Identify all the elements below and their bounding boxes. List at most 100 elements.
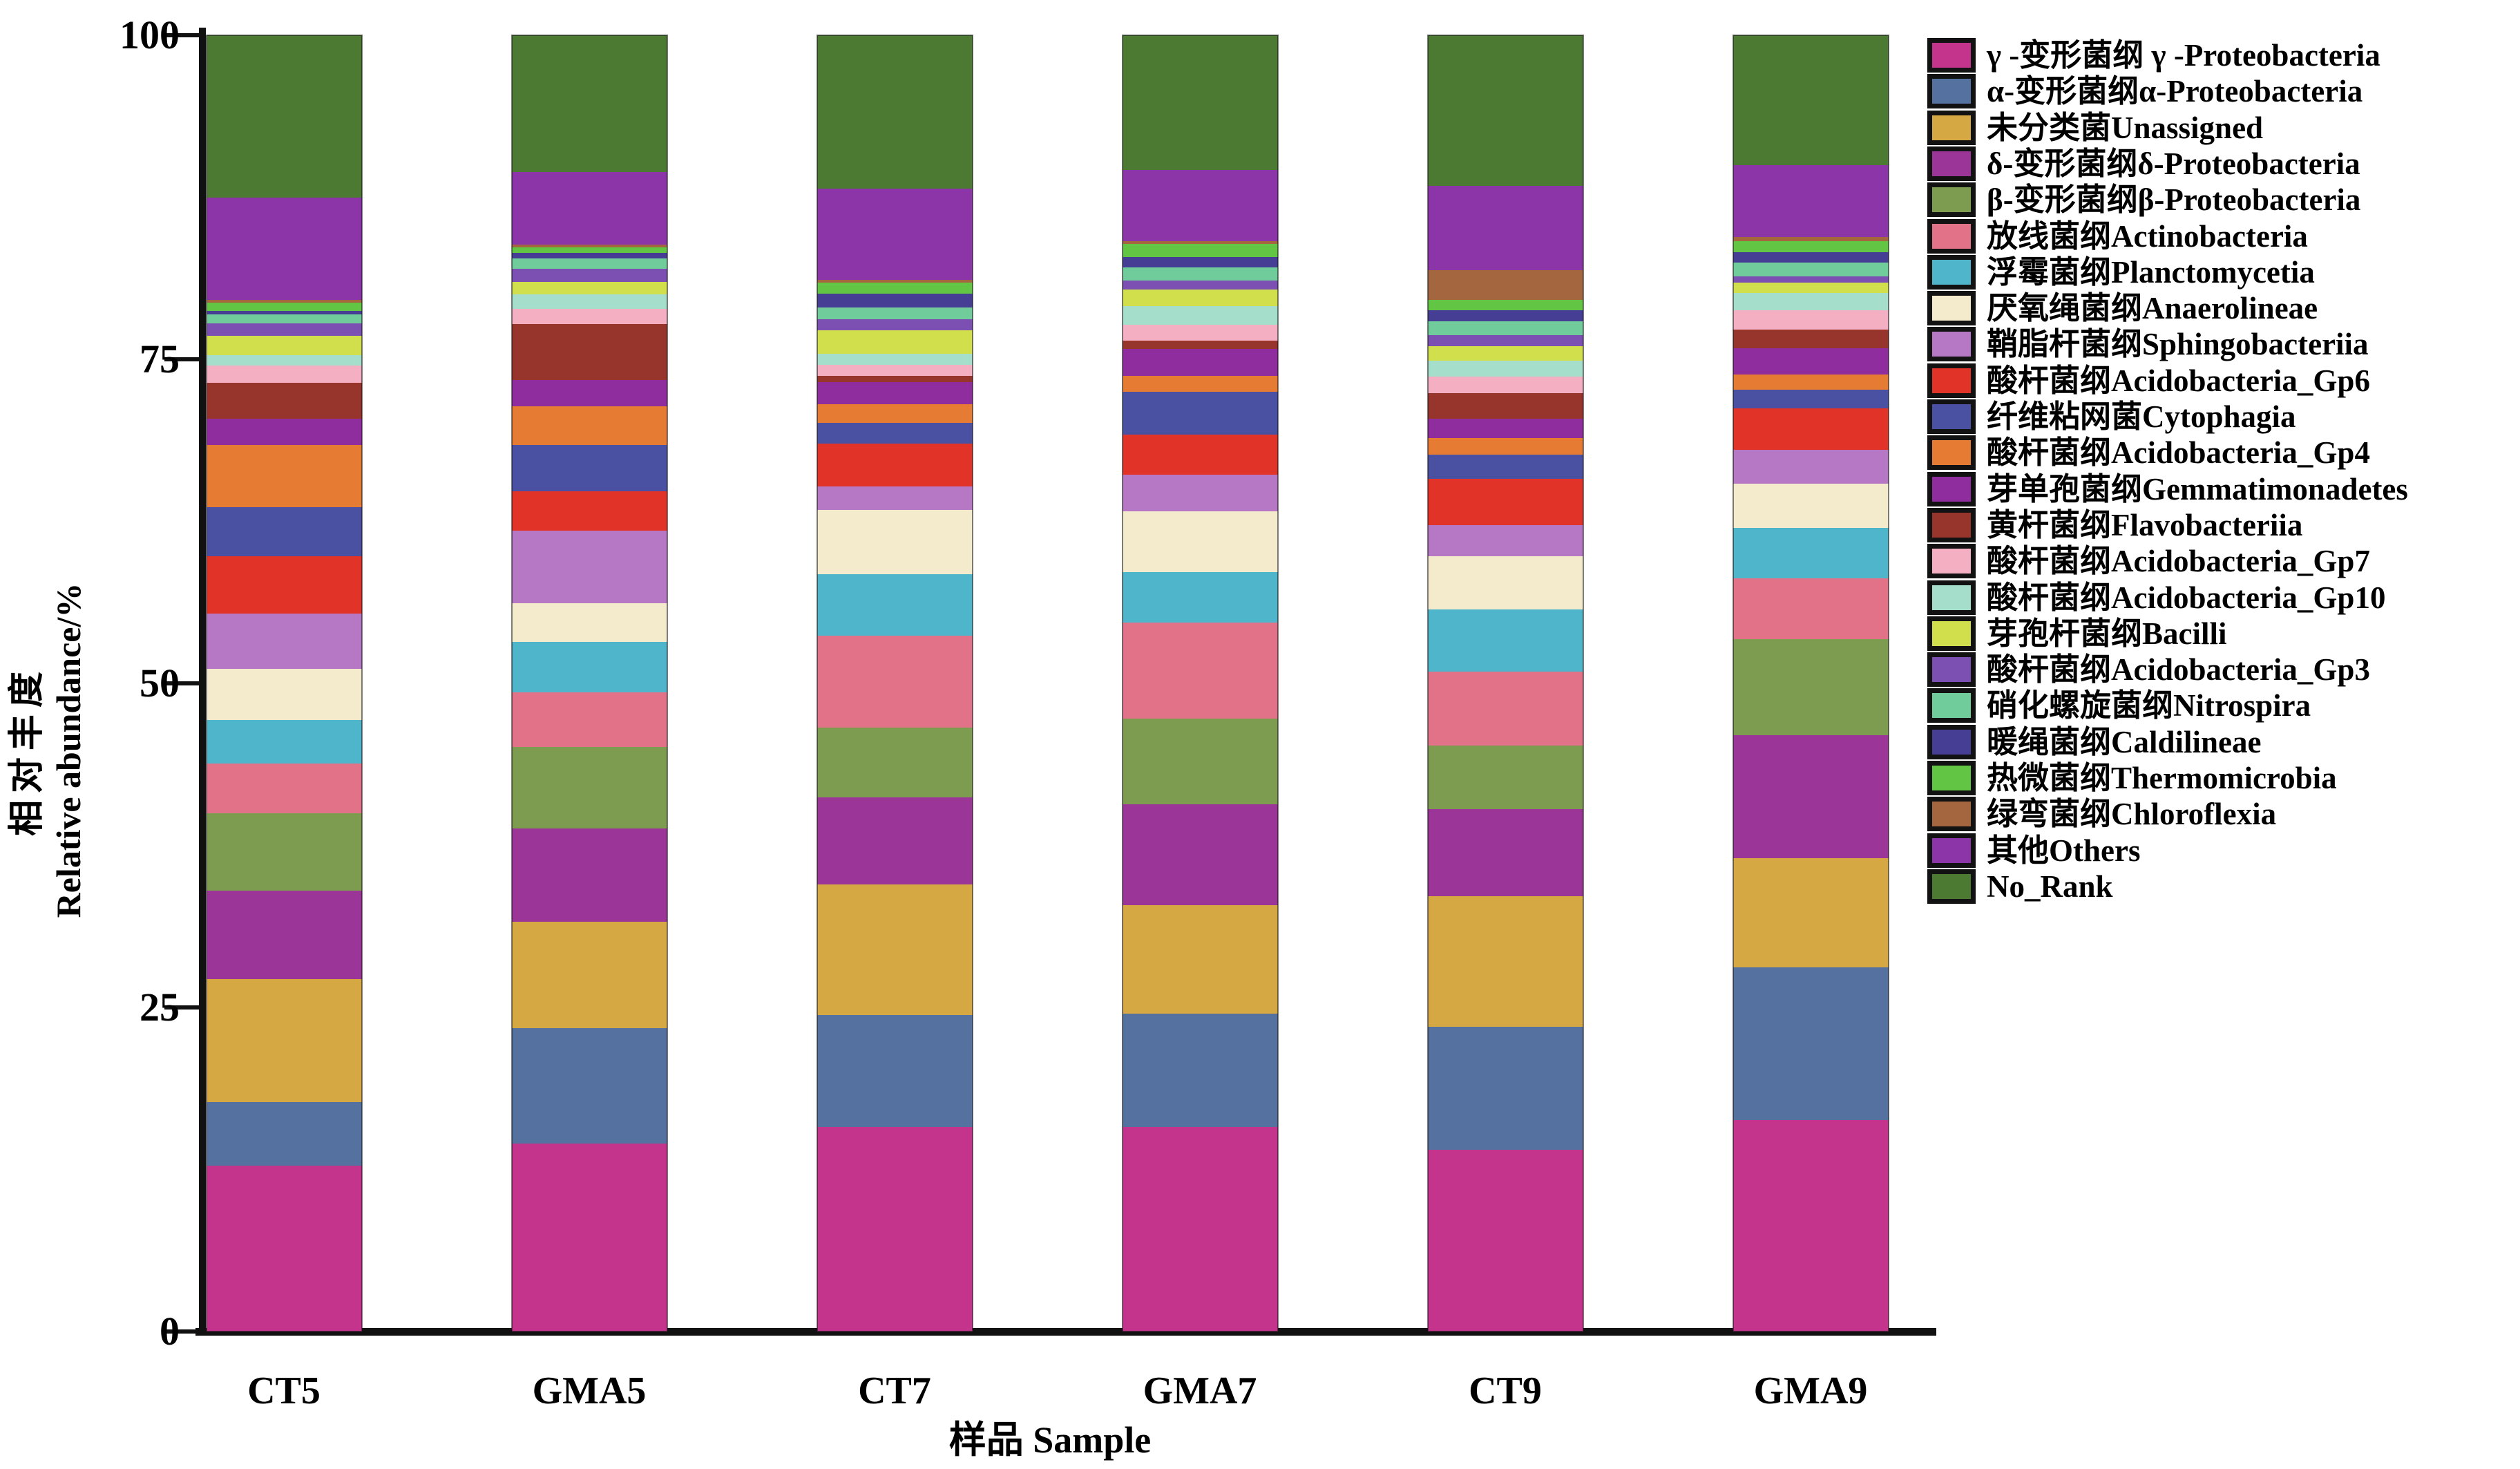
segment-GMA9-s16 [1732, 293, 1889, 310]
segment-CT7-s19 [817, 307, 973, 319]
legend-label-6: 放线菌纲Actinobacteria [1987, 218, 2308, 254]
legend-item-7: 浮霉菌纲Planctomycetia [1927, 254, 2315, 290]
segment-GMA5-s15 [511, 308, 667, 325]
segment-GMA5-s21 [511, 247, 667, 254]
segment-CT7-s18 [817, 319, 973, 330]
segment-CT9-s4 [1427, 809, 1583, 896]
legend-item-10: 酸杆菌纲Acidobacteria_Gp6 [1927, 363, 2370, 399]
legend-label-23: 其他Others [1987, 833, 2141, 868]
segment-CT7-s2 [817, 1015, 973, 1127]
segment-CT9-s10 [1427, 478, 1583, 526]
segment-CT5-s6 [206, 764, 362, 813]
segment-GMA9-s20 [1732, 252, 1889, 263]
legend-item-20: 暖绳菌纲Caldilineae [1927, 724, 2262, 760]
legend-label-16: 酸杆菌纲Acidobacteria_Gp10 [1987, 580, 2386, 615]
segment-CT9-s1 [1427, 1150, 1583, 1331]
segment-CT5-s1 [206, 1165, 362, 1331]
legend-label-13: 芽单孢菌纲Gemmatimonadetes [1987, 471, 2408, 506]
segment-GMA7-s22 [1122, 241, 1278, 245]
segment-CT5-s22 [206, 299, 362, 303]
segment-CT9-s7 [1427, 609, 1583, 672]
segment-CT5-s20 [206, 310, 362, 315]
legend-label-1: γ -变形菌纲 γ -Proteobacteria [1987, 38, 2380, 73]
y-axis-line [199, 28, 206, 1335]
segment-CT7-s14 [817, 375, 973, 382]
segment-GMA7-s19 [1122, 267, 1278, 281]
segment-CT5-s14 [206, 382, 362, 419]
segment-CT5-s4 [206, 891, 362, 979]
bar-GMA5 [510, 35, 668, 1332]
legend-item-23: 其他Others [1927, 833, 2140, 869]
segment-CT5-s16 [206, 355, 362, 366]
segment-CT9-s14 [1427, 392, 1583, 419]
segment-GMA9-s8 [1732, 484, 1889, 528]
legend-label-24: No_Rank [1987, 869, 2113, 904]
segment-GMA5-s3 [511, 922, 667, 1029]
segment-CT9-s11 [1427, 454, 1583, 479]
segment-GMA9-s15 [1732, 310, 1889, 330]
segment-CT5-s10 [206, 556, 362, 614]
segment-CT5-s15 [206, 366, 362, 383]
segment-GMA7-s16 [1122, 306, 1278, 325]
segment-CT7-s24 [817, 35, 973, 189]
legend-item-12: 酸杆菌纲Acidobacteria_Gp4 [1927, 435, 2370, 471]
legend-item-14: 黄杆菌纲Flavobacteriia [1927, 507, 2302, 543]
y-axis-title-zh: 相对丰度 [8, 665, 47, 837]
segment-GMA9-s2 [1732, 967, 1889, 1121]
legend-label-3: 未分类菌Unassigned [1987, 110, 2264, 145]
x-label-CT9: CT9 [1469, 1370, 1542, 1412]
segment-GMA7-s8 [1122, 511, 1278, 572]
y-tick-50 [164, 681, 199, 685]
legend-label-19: 硝化螺旋菌纲Nitrospira [1987, 688, 2311, 723]
bar-CT5 [205, 35, 363, 1332]
legend-item-8: 厌氧绳菌纲Anaerolineae [1927, 290, 2318, 326]
y-tick-0 [164, 1329, 199, 1334]
x-axis-line [195, 1328, 1936, 1336]
x-label-CT7: CT7 [858, 1370, 931, 1412]
segment-GMA9-s23 [1732, 164, 1889, 237]
segment-CT7-s20 [817, 294, 973, 308]
legend-label-4: δ-变形菌纲δ-Proteobacteria [1987, 146, 2360, 181]
legend-swatch-8 [1927, 291, 1976, 326]
legend-swatch-13 [1927, 471, 1976, 506]
segment-CT9-s12 [1427, 437, 1583, 455]
segment-CT9-s13 [1427, 419, 1583, 438]
segment-CT7-s1 [817, 1126, 973, 1331]
segment-GMA9-s14 [1732, 329, 1889, 349]
legend-swatch-18 [1927, 652, 1976, 688]
segment-CT5-s18 [206, 323, 362, 337]
segment-GMA7-s23 [1122, 170, 1278, 242]
legend-item-5: β-变形菌纲β-Proteobacteria [1927, 182, 2360, 218]
legend-label-17: 芽孢杆菌纲Bacilli [1987, 616, 2227, 651]
segment-GMA7-s17 [1122, 289, 1278, 307]
legend-swatch-19 [1927, 688, 1976, 723]
segment-GMA7-s4 [1122, 804, 1278, 905]
segment-GMA5-s24 [511, 35, 667, 173]
segment-CT9-s22 [1427, 269, 1583, 300]
segment-CT5-s21 [206, 302, 362, 311]
legend-swatch-7 [1927, 254, 1976, 290]
y-tick-label-50: 50 [140, 661, 180, 705]
segment-GMA5-s8 [511, 603, 667, 643]
segment-GMA5-s10 [511, 491, 667, 531]
x-axis-title: 样品 Sample [948, 1419, 1152, 1461]
segment-GMA9-s19 [1732, 263, 1889, 277]
y-tick-label-25: 25 [140, 985, 180, 1030]
segment-CT7-s17 [817, 330, 973, 354]
legend-item-2: α-变形菌纲α-Proteobacteria [1927, 73, 2362, 109]
segment-CT9-s3 [1427, 895, 1583, 1027]
x-label-CT5: CT5 [247, 1370, 321, 1412]
legend-item-22: 绿弯菌纲Chloroflexia [1927, 796, 2276, 832]
legend-swatch-2 [1927, 74, 1976, 109]
y-tick-label-75: 75 [140, 337, 180, 381]
x-label-GMA7: GMA7 [1143, 1370, 1257, 1412]
legend-item-6: 放线菌纲Actinobacteria [1927, 218, 2308, 254]
segment-CT7-s10 [817, 443, 973, 486]
legend-label-7: 浮霉菌纲Planctomycetia [1987, 254, 2315, 290]
x-label-GMA5: GMA5 [532, 1370, 647, 1412]
segment-CT5-s2 [206, 1101, 362, 1166]
segment-CT9-s24 [1427, 35, 1583, 186]
segment-CT7-s21 [817, 282, 973, 294]
legend-item-17: 芽孢杆菌纲Bacilli [1927, 616, 2227, 652]
legend-label-9: 鞘脂杆菌纲Sphingobacteriia [1987, 327, 2369, 362]
